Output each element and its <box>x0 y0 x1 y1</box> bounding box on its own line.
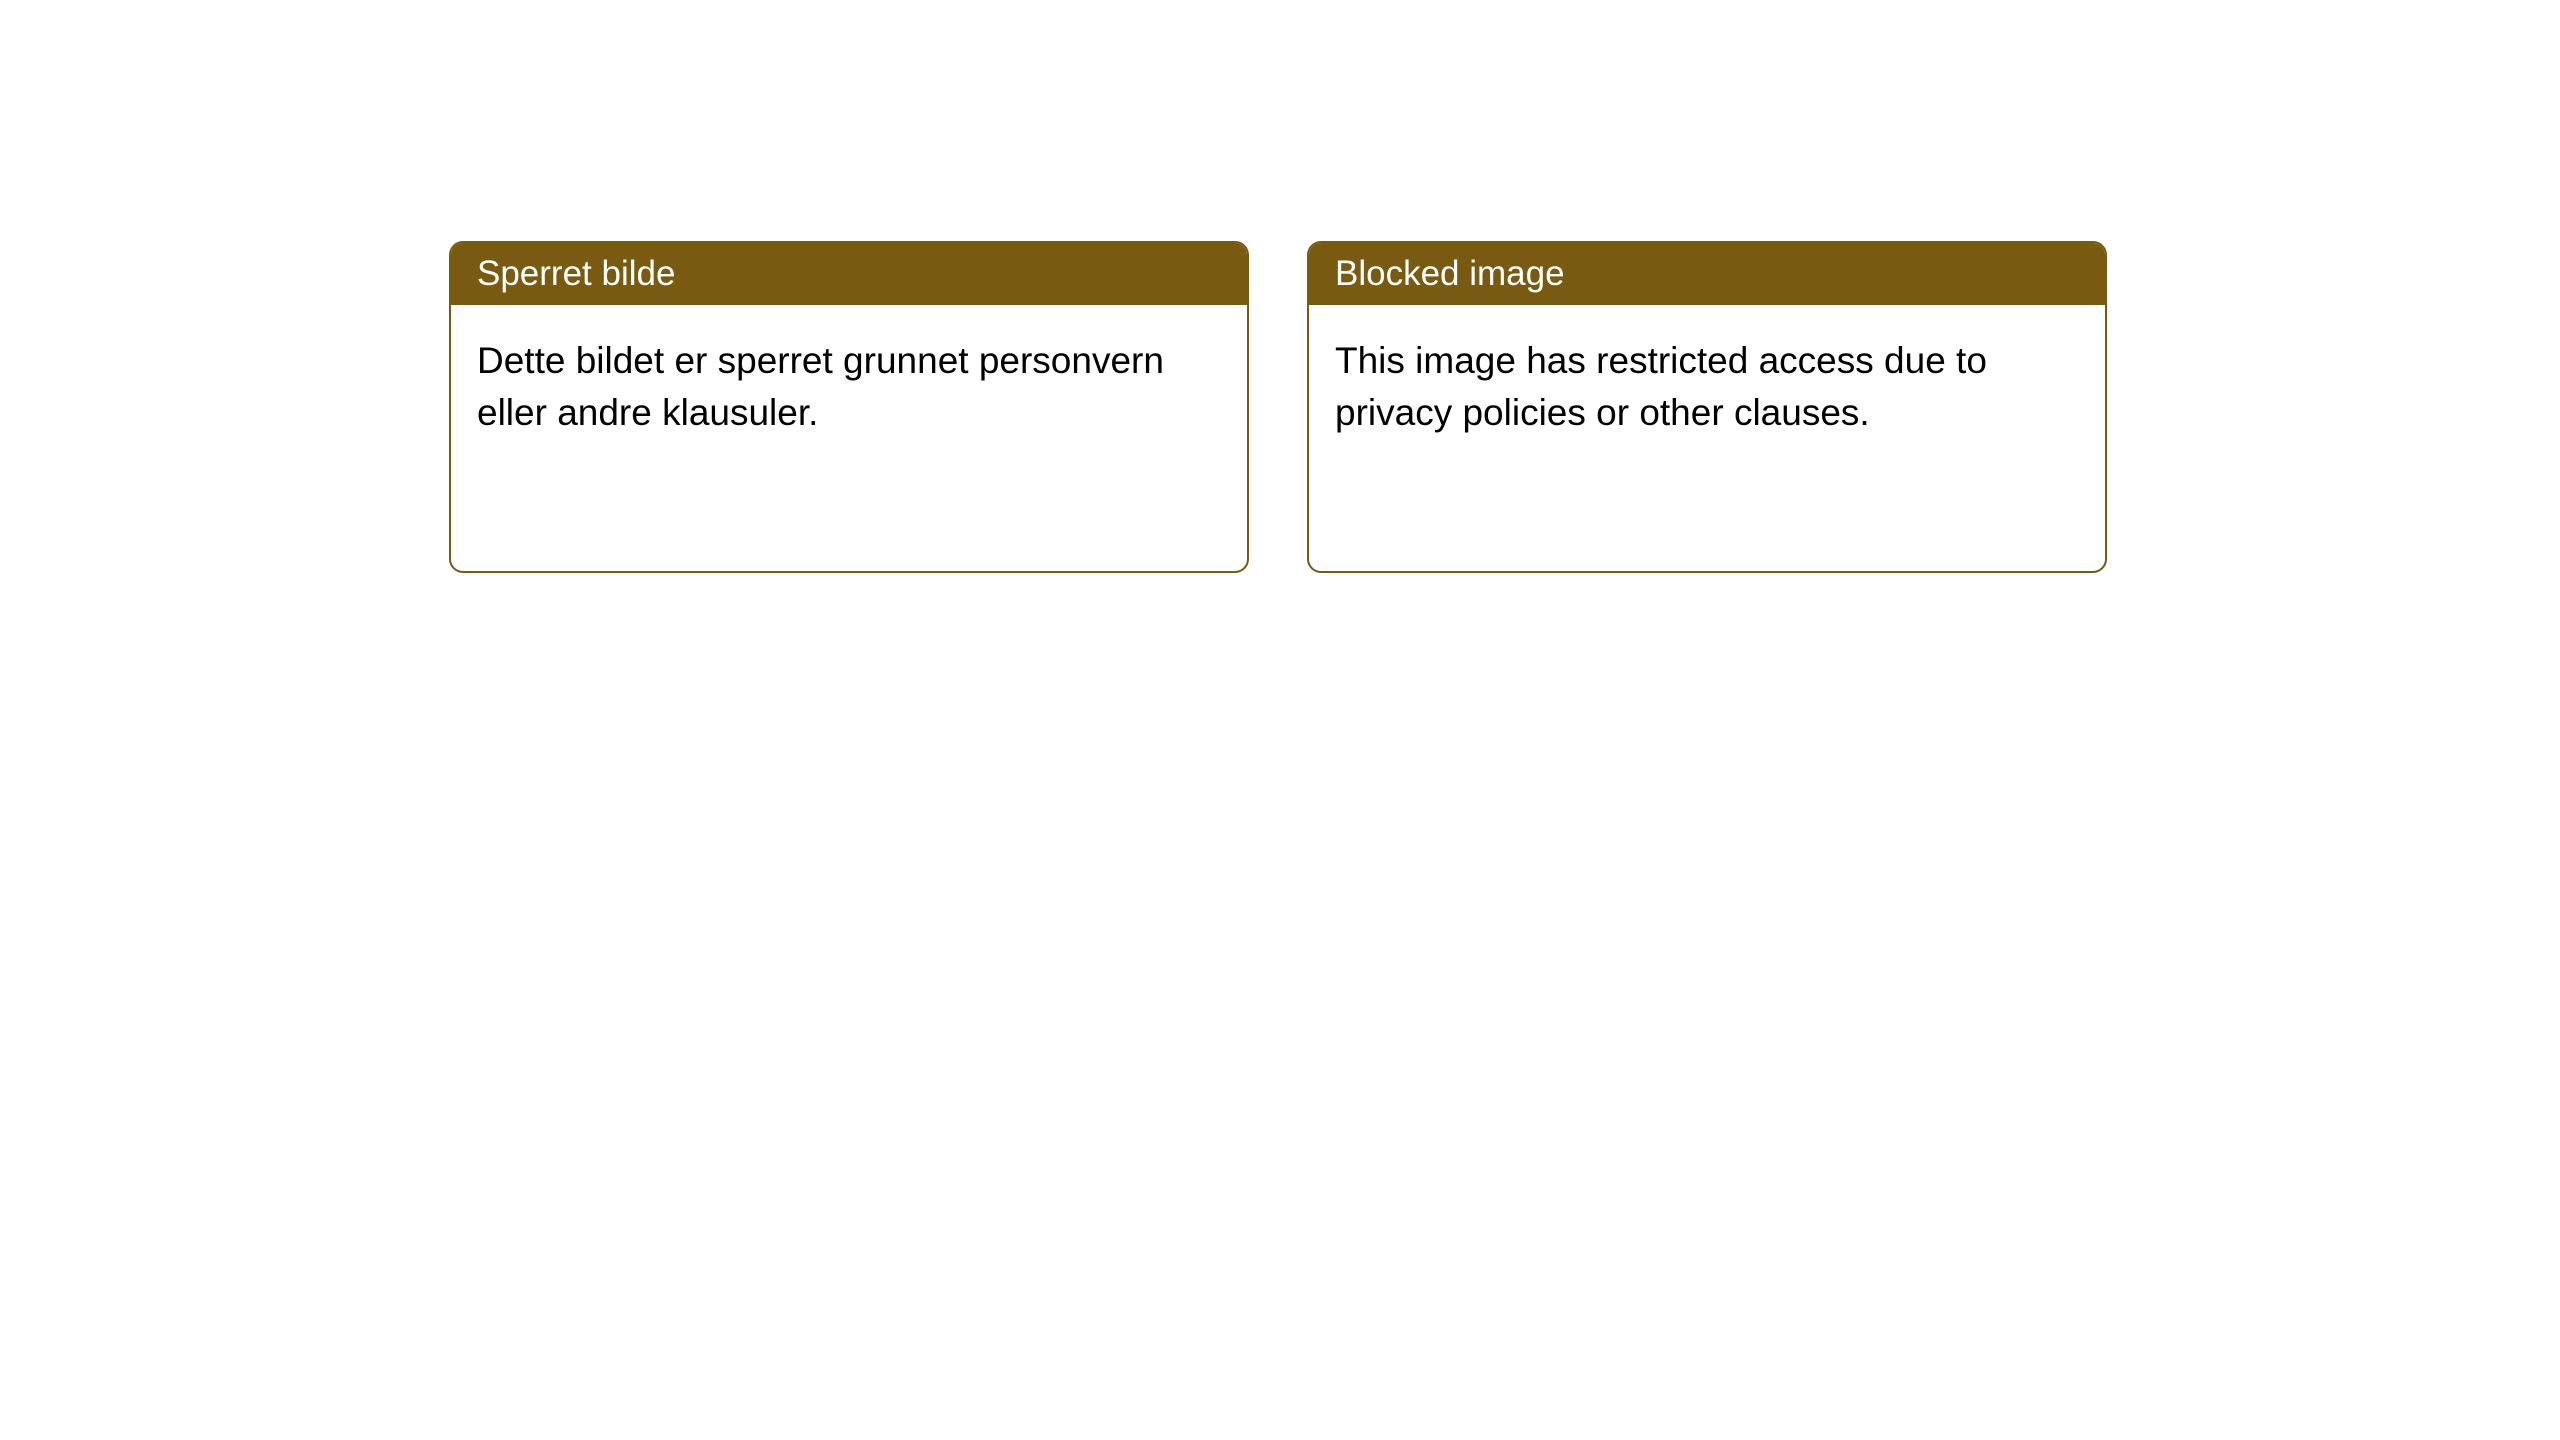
notice-title-english: Blocked image <box>1335 254 1565 293</box>
notice-header-norwegian: Sperret bilde <box>451 243 1247 305</box>
notice-card-english: Blocked image This image has restricted … <box>1307 241 2107 573</box>
notice-header-english: Blocked image <box>1309 243 2105 305</box>
notice-text-norwegian: Dette bildet er sperret grunnet personve… <box>477 340 1164 433</box>
notice-title-norwegian: Sperret bilde <box>477 254 675 293</box>
notice-card-norwegian: Sperret bilde Dette bildet er sperret gr… <box>449 241 1249 573</box>
notice-container: Sperret bilde Dette bildet er sperret gr… <box>449 241 2107 573</box>
notice-text-english: This image has restricted access due to … <box>1335 340 1987 433</box>
notice-body-norwegian: Dette bildet er sperret grunnet personve… <box>451 305 1247 469</box>
notice-body-english: This image has restricted access due to … <box>1309 305 2105 469</box>
